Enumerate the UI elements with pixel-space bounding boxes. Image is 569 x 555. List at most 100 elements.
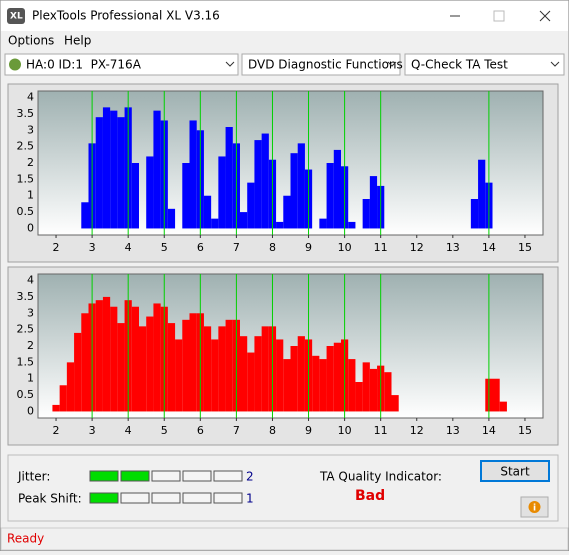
bar [276,339,284,412]
bar [131,306,139,412]
menu-item[interactable]: Help [64,34,91,48]
start-button[interactable] [480,460,550,482]
bar [167,208,176,229]
bar [369,368,378,412]
bar [218,326,226,412]
bar [362,362,370,412]
y-tick-label: 1 [27,372,34,385]
ta-quality-value: Bad [355,488,385,504]
y-tick-label: 4 [27,274,34,287]
x-tick-label: 9 [305,241,312,254]
status-bar [0,527,569,551]
bar [153,110,161,229]
bar [348,221,356,229]
y-tick-label: 3 [27,123,34,136]
ta-quality-label: TA Quality Indicator: [319,470,442,484]
x-tick-label: 11 [374,241,388,254]
app-icon-text: XL [10,12,23,22]
bar [175,339,183,412]
bar [153,303,161,412]
app-icon [7,8,25,24]
menu-item[interactable]: Options [8,34,54,48]
bar [384,372,392,412]
function-dropdown[interactable] [241,53,401,76]
bar [225,319,233,412]
y-tick-label: 0.5 [17,205,35,218]
bar [290,153,298,229]
x-tick-label: 2 [53,424,60,437]
jitter-value: 2 [246,470,254,484]
bar [247,352,255,412]
bar [146,316,154,412]
bar [240,336,248,412]
x-tick-label: 13 [446,424,460,437]
bar [139,326,147,412]
x-tick-label: 12 [410,241,424,254]
title-bar [1,1,568,31]
bar [182,163,190,229]
y-tick-label: 3.5 [17,107,35,120]
bar [333,342,341,412]
dropdown-arrow [225,61,235,67]
test-dropdown[interactable] [404,53,565,76]
x-tick-label: 6 [197,241,204,254]
close-button[interactable] [539,10,551,22]
jitter-label: Jitter: [17,470,50,484]
x-tick-label: 14 [482,241,496,254]
x-tick-label: 10 [338,241,352,254]
x-tick-label: 15 [518,241,532,254]
bar [240,212,248,229]
x-tick-label: 5 [161,424,168,437]
jitter-level-box [151,470,181,482]
bar [319,359,327,412]
bar [333,149,341,229]
bar [167,323,176,412]
x-tick-label: 14 [482,424,496,437]
jitter-level-box [213,470,243,482]
bar [319,218,327,229]
bar [81,313,89,412]
peak-shift-level-box [151,492,181,504]
bar [74,332,82,412]
drive-dropdown[interactable] [4,53,239,76]
x-tick-label: 3 [89,241,96,254]
bar [203,326,212,412]
peak-shift-value: 1 [246,492,254,506]
x-tick-label: 7 [233,241,240,254]
y-tick-label: 0 [27,404,34,417]
y-tick-label: 2 [27,156,34,169]
x-tick-label: 8 [269,241,276,254]
maximize-button[interactable] [493,10,505,22]
bar [478,159,486,229]
bar [362,199,370,229]
x-tick-label: 7 [233,424,240,437]
test-dropdown-text: Q-Check TA Test [411,58,508,72]
bar [261,326,269,412]
bar [95,117,103,229]
y-tick-label: 2 [27,339,34,352]
x-tick-label: 6 [197,424,204,437]
bar [146,156,154,229]
bar [218,156,226,229]
y-tick-label: 3.5 [17,290,35,303]
peak-shift-level-box [89,492,119,504]
info-icon [528,501,541,513]
bar [59,385,67,412]
bar [391,395,399,412]
y-tick-label: 0 [27,221,34,234]
drive-icon [9,58,21,71]
bar [110,306,118,412]
bar [499,401,507,412]
y-tick-label: 1 [27,189,34,202]
bar [203,195,212,229]
info-icon-text: i [533,504,536,514]
bar [211,218,219,229]
x-tick-label: 8 [269,424,276,437]
bar [189,313,197,412]
bar [117,323,125,412]
x-tick-label: 3 [89,424,96,437]
bar [66,362,75,412]
bar [189,120,197,229]
bar [297,336,305,412]
